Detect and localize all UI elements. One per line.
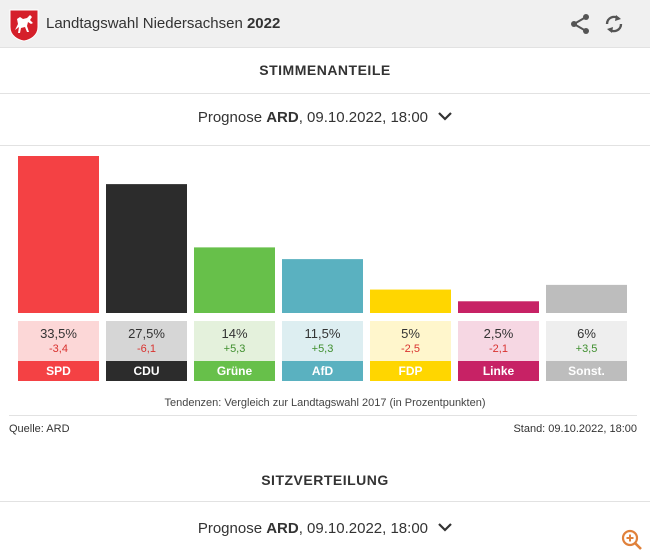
lower-saxony-crest-icon [9, 9, 39, 42]
bar-gruene [194, 247, 275, 313]
divider [0, 93, 650, 94]
app-header: Landtagswahl Niedersachsen 2022 [0, 0, 650, 48]
refresh-icon[interactable] [603, 13, 625, 35]
party-name-label: FDP [370, 361, 451, 381]
card-value-panel: 5% -2,5 [370, 321, 451, 361]
card-value-panel: 27,5% -6,1 [106, 321, 187, 361]
vote-share-label: 27,5% [128, 326, 165, 341]
change-label: +5,3 [311, 343, 334, 355]
party-name-label: AfD [282, 361, 363, 381]
vote-share-label: 6% [577, 326, 596, 341]
bar-afd [282, 259, 363, 313]
vote-share-label: 14% [221, 326, 248, 341]
zoom-icon[interactable] [620, 528, 644, 552]
bar-spd [18, 156, 99, 313]
party-name-label: Linke [458, 361, 539, 381]
change-label: -2,5 [401, 343, 420, 355]
section-title-sitzverteilung: SITZVERTEILUNG [261, 472, 389, 488]
card-value-panel: 6% +3,5 [546, 321, 627, 361]
vote-share-label: 2,5% [483, 326, 514, 341]
section-title-stimmenanteile: STIMMENANTEILE [259, 62, 391, 78]
forecast-dropdown-stimmen[interactable]: Prognose ARD, 09.10.2022, 18:00 [0, 109, 650, 126]
source-label: Quelle: ARD [9, 423, 70, 435]
app-title: Landtagswahl Niedersachsen 2022 [46, 15, 281, 32]
party-card-gruene: 14% +5,3 Grüne [194, 321, 275, 381]
timestamp-label: Stand: 09.10.2022, 18:00 [513, 423, 637, 435]
share-icon[interactable] [569, 13, 591, 35]
chevron-down-icon [438, 522, 452, 532]
change-label: -6,1 [137, 343, 156, 355]
party-name-label: CDU [106, 361, 187, 381]
card-value-panel: 2,5% -2,1 [458, 321, 539, 361]
card-value-panel: 14% +5,3 [194, 321, 275, 361]
change-label: +5,3 [223, 343, 246, 355]
trend-note: Tendenzen: Vergleich zur Landtagswahl 20… [164, 397, 486, 409]
change-label: +3,5 [575, 343, 598, 355]
vote-share-label: 5% [401, 326, 420, 341]
party-name-label: Grüne [194, 361, 275, 381]
party-name-label: Sonst. [546, 361, 627, 381]
vote-share-label: 33,5% [40, 326, 77, 341]
bar-linke [458, 301, 539, 313]
chevron-down-icon [438, 111, 452, 121]
change-label: -2,1 [489, 343, 508, 355]
party-name-label: SPD [18, 361, 99, 381]
change-label: -3,4 [49, 343, 68, 355]
party-card-afd: 11,5% +5,3 AfD [282, 321, 363, 381]
card-value-panel: 33,5% -3,4 [18, 321, 99, 361]
forecast-dropdown-sitze[interactable]: Prognose ARD, 09.10.2022, 18:00 [0, 520, 650, 537]
party-card-fdp: 5% -2,5 FDP [370, 321, 451, 381]
divider [0, 501, 650, 502]
party-card-linke: 2,5% -2,1 Linke [458, 321, 539, 381]
party-card-sonst: 6% +3,5 Sonst. [546, 321, 627, 381]
party-card-cdu: 27,5% -6,1 CDU [106, 321, 187, 381]
bar-fdp [370, 289, 451, 313]
party-card-spd: 33,5% -3,4 SPD [18, 321, 99, 381]
divider [9, 415, 637, 416]
vote-share-label: 11,5% [304, 326, 341, 341]
bar-sonst [546, 284, 627, 313]
bar-cdu [106, 184, 187, 313]
card-value-panel: 11,5% +5,3 [282, 321, 363, 361]
divider [0, 145, 650, 146]
